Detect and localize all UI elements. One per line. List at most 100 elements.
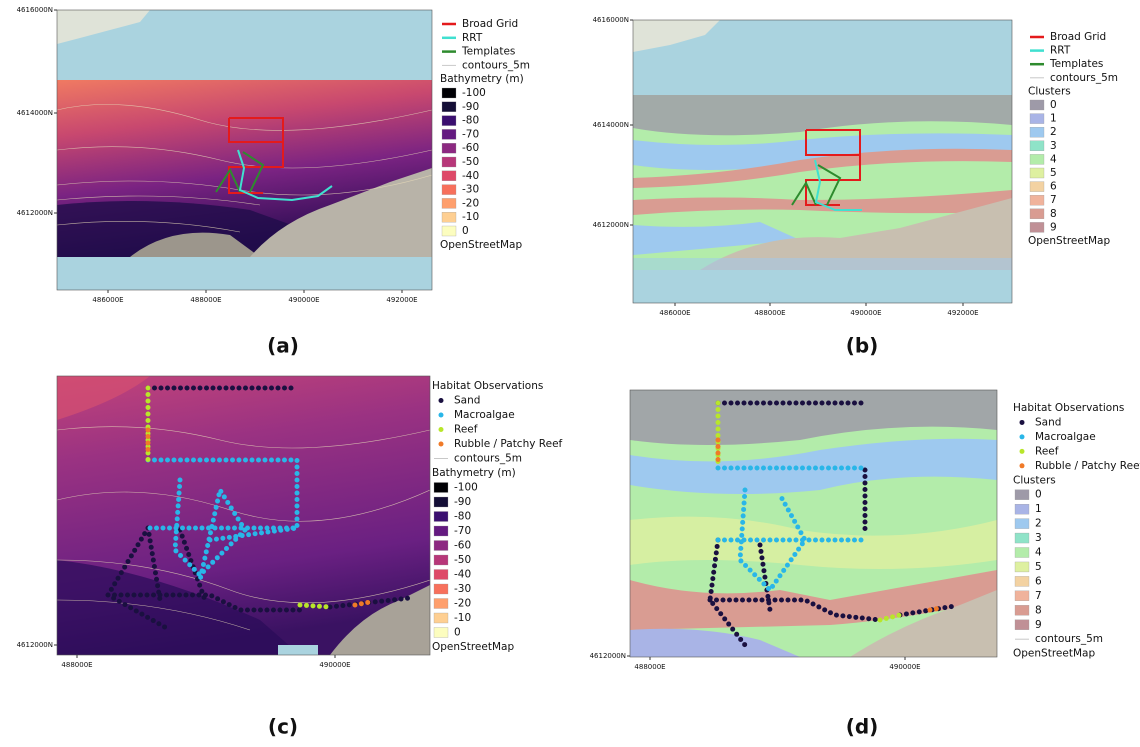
x-tick-label: 488000E bbox=[754, 309, 785, 317]
legend-swatch bbox=[1015, 548, 1029, 558]
caption: (b) bbox=[846, 334, 879, 358]
legend-swatch bbox=[442, 116, 456, 126]
legend-label: -20 bbox=[462, 197, 479, 209]
legend-swatch bbox=[434, 628, 448, 638]
legend-label: -10 bbox=[454, 612, 471, 624]
y-tick-label: 4612000N bbox=[593, 221, 629, 229]
legend-label: contours_5m bbox=[454, 453, 522, 465]
legend-label: -40 bbox=[462, 170, 479, 182]
legend-title: Clusters bbox=[1028, 85, 1071, 97]
legend-swatch bbox=[442, 171, 456, 181]
legend-label: 0 bbox=[454, 627, 461, 639]
x-tick-label: 492000E bbox=[947, 309, 978, 317]
legend-label: Macroalgae bbox=[454, 409, 515, 421]
x-tick-label: 488000E bbox=[634, 663, 665, 671]
legend-swatch bbox=[1015, 620, 1029, 630]
x-tick-label: 488000E bbox=[61, 661, 92, 669]
legend-label: 6 bbox=[1035, 575, 1042, 587]
legend-swatch bbox=[1030, 154, 1044, 164]
y-tick-label: 4616000N bbox=[17, 6, 53, 14]
legend-label: Templates bbox=[1049, 58, 1103, 70]
legend-dot bbox=[1020, 463, 1025, 468]
map-b bbox=[633, 20, 1012, 303]
legend-swatch bbox=[442, 226, 456, 236]
legend-label: 2 bbox=[1035, 518, 1042, 530]
legend-label: -40 bbox=[454, 569, 471, 581]
x-tick-label: 490000E bbox=[850, 309, 881, 317]
legend-label: -10 bbox=[462, 211, 479, 223]
legend-label: 8 bbox=[1035, 604, 1042, 616]
legend-swatch bbox=[434, 599, 448, 609]
legend-label: 6 bbox=[1050, 181, 1057, 193]
legend-swatch bbox=[434, 512, 448, 522]
legend-label: Rubble / Patchy Reef bbox=[1035, 460, 1140, 472]
legend-label: 5 bbox=[1035, 561, 1042, 573]
legend-swatch bbox=[1015, 504, 1029, 514]
y-tick-label: 4612000N bbox=[590, 652, 626, 660]
x-tick-label: 490000E bbox=[288, 296, 319, 304]
legend-swatch bbox=[1030, 182, 1044, 192]
caption: (c) bbox=[268, 715, 298, 739]
legend-dot bbox=[439, 413, 444, 418]
legend-label: 7 bbox=[1050, 194, 1057, 206]
legend-dot bbox=[1020, 449, 1025, 454]
legend-title: OpenStreetMap bbox=[1028, 235, 1110, 247]
y-tick-label: 4616000N bbox=[593, 16, 629, 24]
legend-swatch bbox=[434, 541, 448, 551]
legend-swatch bbox=[442, 157, 456, 167]
x-tick-label: 490000E bbox=[889, 663, 920, 671]
legend-label: Broad Grid bbox=[1050, 31, 1106, 43]
legend-swatch bbox=[1015, 519, 1029, 529]
legend-swatch bbox=[442, 88, 456, 98]
legend-label: Rubble / Patchy Reef bbox=[454, 438, 563, 450]
legend-dot bbox=[439, 427, 444, 432]
legend-swatch bbox=[434, 526, 448, 536]
legend-swatch bbox=[1015, 576, 1029, 586]
legend-label: -80 bbox=[454, 511, 471, 523]
legend-swatch bbox=[1015, 490, 1029, 500]
y-tick-label: 4612000N bbox=[17, 209, 53, 217]
legend-label: 0 bbox=[1035, 489, 1042, 501]
legend-swatch bbox=[434, 497, 448, 507]
legend-label: -70 bbox=[454, 525, 471, 537]
map-c bbox=[57, 376, 430, 655]
x-tick-label: 486000E bbox=[92, 296, 123, 304]
legend-title: OpenStreetMap bbox=[1013, 648, 1095, 660]
legend-swatch bbox=[1030, 127, 1044, 137]
legend-label: RRT bbox=[462, 32, 483, 44]
legend-label: 9 bbox=[1035, 619, 1042, 631]
legend-label: -60 bbox=[454, 540, 471, 552]
legend-dot bbox=[1020, 420, 1025, 425]
legend-label: -60 bbox=[462, 142, 479, 154]
legend-label: -90 bbox=[454, 496, 471, 508]
legend-label: -50 bbox=[462, 156, 479, 168]
x-tick-label: 486000E bbox=[659, 309, 690, 317]
figure: 4616000N4614000N4612000N486000E488000E49… bbox=[0, 0, 1140, 747]
legend-label: 4 bbox=[1050, 153, 1057, 165]
map-d bbox=[630, 390, 997, 657]
legend-swatch bbox=[1030, 209, 1044, 219]
legend-swatch bbox=[1030, 100, 1044, 110]
legend-title: Clusters bbox=[1013, 474, 1056, 486]
legend-title: Habitat Observations bbox=[432, 380, 543, 392]
legend-swatch bbox=[1030, 141, 1044, 151]
legend-label: 0 bbox=[1050, 99, 1057, 111]
legend-label: RRT bbox=[1050, 45, 1071, 57]
legend-swatch bbox=[442, 129, 456, 139]
legend-dot bbox=[1020, 434, 1025, 439]
legend-label: 9 bbox=[1050, 221, 1057, 233]
legend-swatch bbox=[1030, 114, 1044, 124]
legend-label: 8 bbox=[1050, 208, 1057, 220]
legend-label: contours_5m bbox=[1050, 72, 1118, 84]
legend-label: contours_5m bbox=[1035, 633, 1103, 645]
x-tick-label: 492000E bbox=[386, 296, 417, 304]
legend-label: -20 bbox=[454, 598, 471, 610]
legend-label: -90 bbox=[462, 101, 479, 113]
legend-label: 1 bbox=[1035, 503, 1042, 515]
legend-label: Macroalgae bbox=[1035, 431, 1096, 443]
legend-swatch bbox=[1030, 168, 1044, 178]
legend-swatch bbox=[434, 483, 448, 493]
legend-swatch bbox=[1015, 533, 1029, 543]
legend-label: -30 bbox=[462, 184, 479, 196]
legend-swatch bbox=[434, 584, 448, 594]
